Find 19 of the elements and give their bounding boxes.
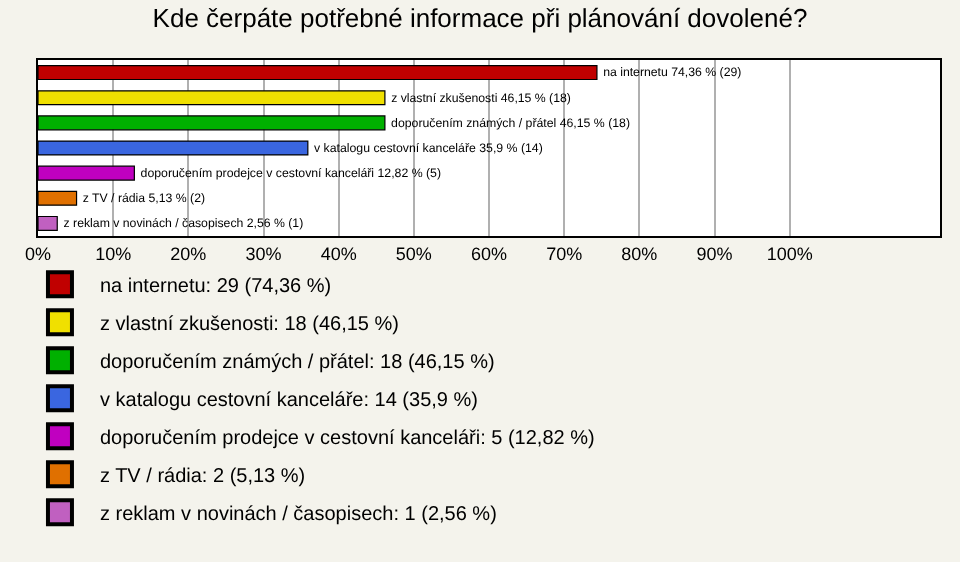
x-tick-label: 80% <box>621 243 658 264</box>
legend-label: doporučením známých / přátel: 18 (46,15 %) <box>99 352 495 375</box>
x-tick-label: 90% <box>696 243 733 264</box>
x-tick-label: 70% <box>546 243 583 264</box>
x-tick-label: 10% <box>95 243 132 264</box>
x-tick-label: 60% <box>470 243 508 264</box>
legend-label: v katalogu cestovní kanceláře: 14 (35,9 %) <box>99 390 478 413</box>
legend-label: na internetu: 29 (74,36 %) <box>99 276 332 299</box>
x-tick-label: 0% <box>24 243 52 264</box>
x-tick-label: 30% <box>245 243 282 264</box>
legend-label: z reklam v novinách / časopisech: 1 (2,56 %) <box>99 504 497 527</box>
x-tick-label: 100% <box>766 243 813 264</box>
x-tick-label: 40% <box>320 243 357 264</box>
x-tick-label: 50% <box>395 243 432 264</box>
legend-label: z TV / rádia: 2 (5,13 %) <box>99 466 306 489</box>
legend-label: z vlastní zkušenosti: 18 (46,15 %) <box>99 314 400 337</box>
chart-title: Kde čerpáte potřebné informace při plánování dovolené? <box>152 2 808 33</box>
x-tick-label: 20% <box>170 243 207 264</box>
legend-label: doporučením prodejce v cestovní kanceláři: 5 (12,82 %) <box>99 428 595 451</box>
